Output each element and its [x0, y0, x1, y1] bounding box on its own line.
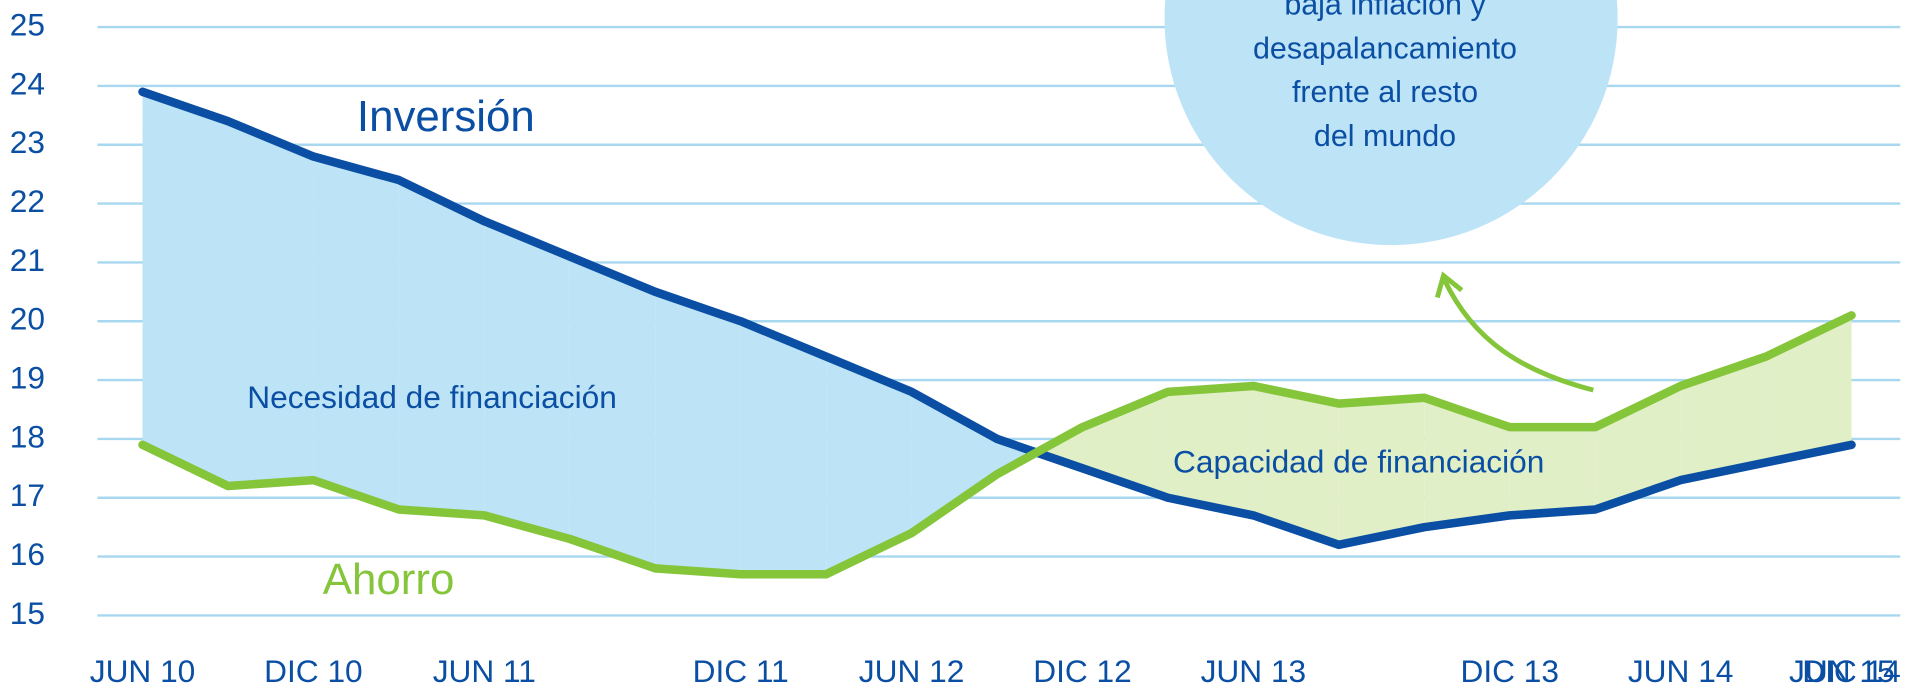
y-tick-label: 20 — [10, 301, 45, 337]
x-tick-label: DIC 12 — [1033, 653, 1132, 689]
x-tick-label: DIC 10 — [264, 653, 363, 689]
gap-fill — [1167, 385, 1254, 516]
x-tick-label: JUN 12 — [859, 653, 965, 689]
y-tick-label: 15 — [10, 595, 45, 631]
annotation: Capacidad de financiación — [1173, 444, 1544, 480]
gap-fill — [484, 221, 570, 539]
series-label: Inversión — [357, 92, 535, 141]
plot — [97, 25, 1901, 617]
gap-fill — [1766, 315, 1852, 463]
y-tick-label: 22 — [10, 183, 45, 219]
gap-fill — [1680, 356, 1767, 481]
arrow-head — [1435, 271, 1464, 299]
callout-bubble — [1164, 0, 1618, 246]
gap-fill — [1509, 427, 1596, 516]
y-tick-label: 25 — [10, 6, 45, 42]
series-line — [138, 87, 1856, 550]
gap-fill — [569, 256, 656, 569]
series-line — [138, 311, 1856, 579]
gap-fill — [1424, 397, 1510, 528]
series-label: Ahorro — [323, 555, 455, 604]
gap-fill — [1338, 397, 1425, 545]
gap-fill — [398, 180, 485, 516]
gap-fill — [826, 356, 912, 575]
y-tick-label: 23 — [10, 124, 45, 160]
callout-text: frente al resto — [1292, 75, 1478, 109]
callout-arrow — [1442, 279, 1594, 393]
gap-fill — [655, 291, 741, 575]
callout-text: desapalancamiento — [1253, 31, 1517, 65]
callout-text: baja inflación y — [1284, 0, 1486, 21]
gap-fill — [227, 121, 314, 486]
x-tick-label: DIC 13 — [1460, 653, 1559, 689]
x-tick-label: JUN 13 — [1201, 653, 1307, 689]
x-tick-label: JUN 11 — [433, 653, 536, 689]
y-tick-label: 16 — [10, 536, 45, 572]
gap-fill — [911, 391, 998, 534]
y-tick-label: 19 — [10, 359, 45, 395]
annotation: Necesidad de financiación — [247, 379, 617, 415]
gap-fill — [313, 156, 399, 510]
y-tick-label: 18 — [10, 418, 45, 454]
gap-fill — [740, 321, 827, 575]
y-tick-label: 17 — [10, 477, 45, 513]
x-tick-label: JUN 14 — [1628, 653, 1734, 689]
x-tick-label: DIC 11 — [693, 653, 789, 689]
x-tick-label: JUN 10 — [90, 653, 196, 689]
gap-fill — [1253, 385, 1339, 545]
y-tick-label: 21 — [10, 242, 45, 278]
y-tick-label: 24 — [10, 65, 45, 101]
gap-fill — [142, 91, 228, 486]
x-tick-label: JUN 15 — [1789, 653, 1895, 689]
callout-text: del mundo — [1314, 119, 1456, 153]
x-tick-label: DIC 14 — [1802, 653, 1901, 689]
